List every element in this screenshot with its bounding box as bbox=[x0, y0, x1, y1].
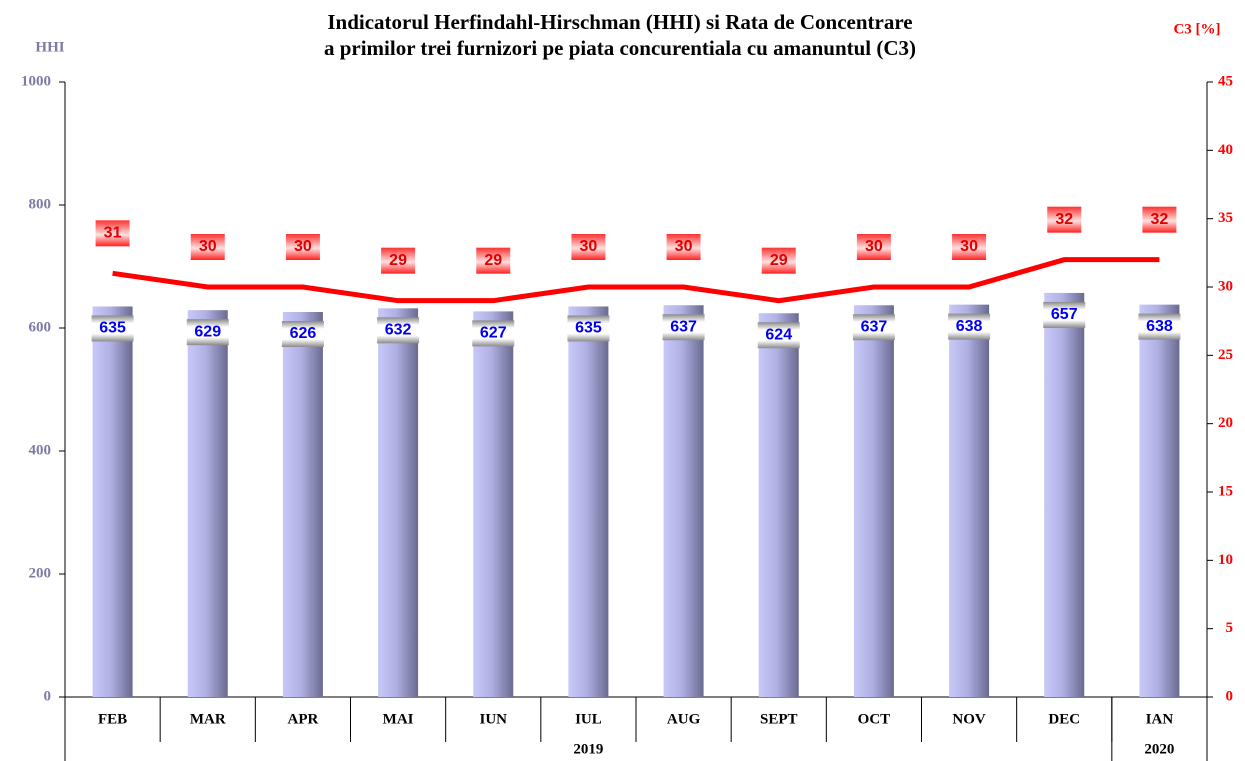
line-label: 32 bbox=[1151, 211, 1169, 228]
bar-label-box bbox=[1043, 301, 1086, 328]
x-tick-label: SEPT bbox=[760, 711, 798, 727]
y2-tick-label: 15 bbox=[1218, 483, 1233, 499]
line-label-box bbox=[381, 247, 416, 274]
line-label-box bbox=[952, 234, 987, 260]
y-tick-label: 400 bbox=[29, 442, 52, 458]
line-label-box bbox=[285, 234, 320, 260]
line-label: 30 bbox=[294, 238, 312, 255]
line-label: 29 bbox=[389, 252, 407, 269]
y-tick-label: 0 bbox=[44, 688, 52, 704]
x-tick-label: AUG bbox=[667, 711, 701, 727]
chart-title: Indicatorul Herfindahl-Hirschman (HHI) s… bbox=[327, 10, 912, 34]
y2-tick-label: 10 bbox=[1218, 552, 1233, 568]
bar-label: 635 bbox=[575, 320, 602, 337]
line-label-box bbox=[666, 234, 701, 260]
line-label-box bbox=[95, 220, 130, 247]
line-label: 30 bbox=[960, 238, 978, 255]
bar bbox=[92, 306, 133, 697]
bar bbox=[949, 304, 990, 697]
x-tick-label: MAI bbox=[383, 711, 414, 727]
y-tick-label: 800 bbox=[29, 196, 52, 212]
bar-label-box bbox=[186, 319, 229, 346]
x-tick-label: MAR bbox=[190, 711, 226, 727]
bar-label: 624 bbox=[765, 326, 792, 343]
bar bbox=[378, 308, 419, 697]
bar-label-box bbox=[377, 317, 420, 344]
x-tick-label: APR bbox=[288, 711, 319, 727]
bar-label: 638 bbox=[956, 318, 983, 335]
y-axis-label: HHI bbox=[35, 39, 64, 55]
x-tick-label: DEC bbox=[1048, 711, 1080, 727]
line bbox=[112, 257, 1160, 304]
bar-label-box bbox=[662, 314, 705, 341]
line-label-box bbox=[571, 234, 606, 260]
bar-label-box bbox=[1138, 313, 1181, 340]
y2-tick-label: 20 bbox=[1218, 415, 1233, 431]
bar-label: 627 bbox=[480, 325, 507, 342]
line-label-box bbox=[1142, 206, 1177, 233]
bar-label-box bbox=[757, 322, 800, 349]
group-label: 2019 bbox=[573, 741, 603, 757]
line-label: 30 bbox=[580, 238, 598, 255]
chart-title: a primilor trei furnizori pe piata concu… bbox=[324, 36, 916, 60]
bar-label-box bbox=[852, 314, 895, 341]
x-tick-label: FEB bbox=[98, 711, 127, 727]
line-label-box bbox=[856, 234, 891, 260]
bar-label-box bbox=[948, 313, 991, 340]
line-label: 30 bbox=[199, 238, 217, 255]
y2-tick-label: 40 bbox=[1218, 142, 1233, 158]
y-tick-label: 600 bbox=[29, 319, 52, 335]
bar bbox=[568, 306, 609, 697]
bar-label-box bbox=[281, 321, 324, 348]
line-label-box bbox=[761, 247, 796, 274]
bar bbox=[1139, 304, 1180, 697]
bar-label: 629 bbox=[194, 323, 221, 340]
y-tick-label: 200 bbox=[29, 565, 52, 581]
x-tick-label: NOV bbox=[952, 711, 986, 727]
bar-label-box bbox=[567, 315, 610, 342]
bar-label: 626 bbox=[290, 325, 317, 342]
bar-label: 637 bbox=[670, 318, 697, 335]
line-label-box bbox=[190, 234, 225, 260]
line-label: 30 bbox=[675, 238, 693, 255]
y2-tick-label: 30 bbox=[1218, 278, 1233, 294]
x-tick-label: IUN bbox=[479, 711, 507, 727]
line-label-box bbox=[1047, 206, 1082, 233]
line-label: 32 bbox=[1055, 211, 1073, 228]
bar-label-box bbox=[472, 320, 515, 347]
bar bbox=[758, 313, 799, 697]
line-label: 29 bbox=[770, 252, 788, 269]
x-tick-label: OCT bbox=[858, 711, 891, 727]
bar-label-box bbox=[91, 315, 134, 342]
y-tick-label: 1000 bbox=[21, 73, 51, 89]
bar-label: 657 bbox=[1051, 306, 1078, 323]
y2-tick-label: 5 bbox=[1226, 620, 1234, 636]
y2-tick-label: 35 bbox=[1218, 210, 1233, 226]
y2-tick-label: 25 bbox=[1218, 347, 1233, 363]
x-tick-label: IAN bbox=[1146, 711, 1174, 727]
x-tick-label: IUL bbox=[575, 711, 602, 727]
bar bbox=[1044, 292, 1085, 697]
line-label: 30 bbox=[865, 238, 883, 255]
y2-tick-label: 0 bbox=[1226, 688, 1234, 704]
group-label: 2020 bbox=[1144, 741, 1174, 757]
bar bbox=[282, 312, 323, 697]
line-label: 29 bbox=[484, 252, 502, 269]
bar bbox=[473, 311, 514, 697]
bar-label: 638 bbox=[1146, 318, 1173, 335]
bar bbox=[187, 310, 228, 697]
bar-label: 635 bbox=[99, 320, 126, 337]
line-label: 31 bbox=[104, 225, 122, 242]
bar bbox=[663, 305, 704, 697]
y2-tick-label: 45 bbox=[1218, 73, 1233, 89]
line-label-box bbox=[476, 247, 511, 274]
bar-label: 632 bbox=[385, 322, 412, 339]
bar-label: 637 bbox=[861, 318, 888, 335]
bar bbox=[853, 305, 894, 697]
y2-axis-label: C3 [%] bbox=[1173, 21, 1220, 37]
